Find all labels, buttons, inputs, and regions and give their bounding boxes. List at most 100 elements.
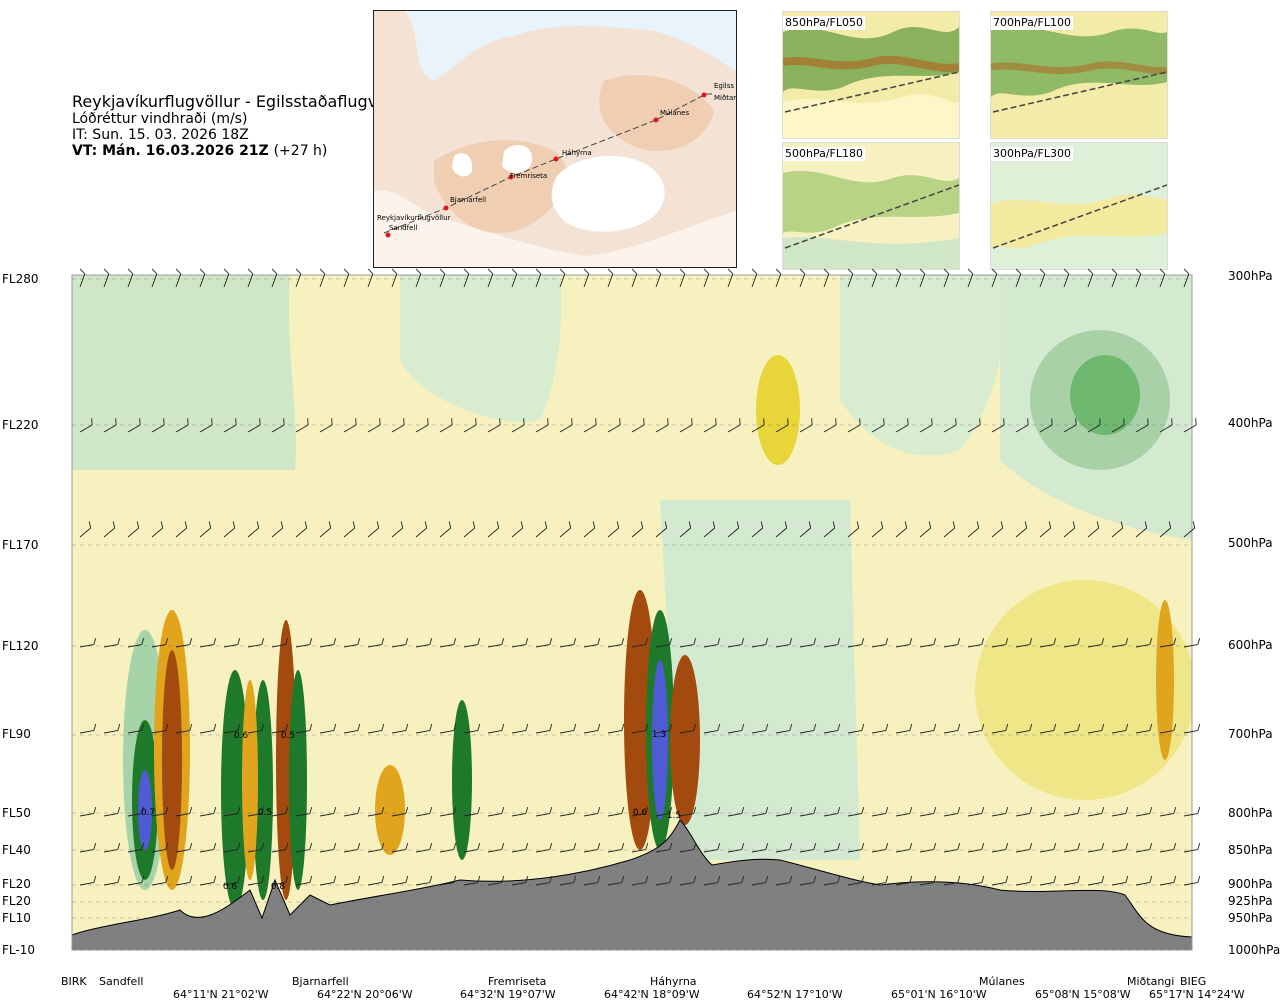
wind-barb: [223, 876, 241, 886]
wind-barb-flag: [163, 418, 165, 426]
mini-route: [784, 184, 959, 249]
wind-barb-flag: [621, 724, 625, 731]
wind-barb: [895, 724, 913, 734]
wind-barb: [1087, 807, 1105, 817]
wind-barb-staff: [511, 527, 524, 538]
wind-barb-flag: [427, 418, 429, 426]
wind-barb: [943, 843, 961, 853]
wind-barb-staff: [847, 730, 862, 734]
wind-barb-staff: [103, 730, 118, 734]
wind-barb-flag: [357, 843, 361, 850]
wind-barb-flag: [88, 521, 92, 529]
wind-barb-flag: [405, 843, 409, 850]
wind-barb-flag: [1171, 418, 1173, 426]
wind-barb-flag: [381, 638, 385, 645]
wind-barb: [199, 724, 217, 734]
mini-field: [991, 61, 1167, 75]
wind-barb: [703, 521, 716, 538]
wind-barb-flag: [237, 638, 241, 645]
wind-barb: [1063, 807, 1081, 817]
map-label-bjarnarfell: Bjarnarfell: [450, 196, 486, 204]
wind-barb-staff: [1039, 813, 1054, 817]
wind-barb-staff: [271, 849, 286, 853]
wind-barb-staff: [1159, 730, 1174, 734]
wind-barb-staff: [343, 849, 358, 853]
wind-barb: [703, 268, 710, 288]
wind-barb-staff: [679, 527, 692, 538]
wind-barb-flag: [823, 268, 830, 275]
value-label: 0.5: [281, 731, 295, 741]
wind-barb: [535, 418, 549, 433]
wind-barb-flag: [295, 268, 302, 275]
wind-barb-staff: [967, 424, 981, 433]
wind-barb-flag: [1053, 843, 1057, 850]
wind-barb-staff: [343, 644, 358, 648]
wind-barb-flag: [573, 843, 577, 850]
wind-barb: [1087, 638, 1105, 648]
wind-barb-staff: [1039, 849, 1054, 853]
wind-barb-flag: [981, 843, 985, 850]
wind-barb: [1135, 638, 1153, 648]
wind-barb-flag: [103, 268, 110, 275]
wind-barb: [655, 521, 668, 538]
chart-title: Reykjavíkurflugvöllur - Egilsstaðaflugvö…: [72, 92, 413, 111]
wind-barb: [391, 807, 409, 817]
wind-barb-staff: [151, 730, 166, 734]
wind-barb-staff: [535, 730, 550, 734]
wind-barb-staff: [1039, 882, 1054, 886]
wind-barb: [79, 521, 92, 538]
wind-barb: [823, 807, 841, 817]
wind-barb-flag: [525, 876, 529, 883]
wind-barb-staff: [943, 273, 950, 288]
wind-barb-staff: [415, 273, 422, 288]
wind-barb: [895, 876, 913, 886]
wind-barb-flag: [165, 876, 169, 883]
hpa-label: 400hPa: [1228, 416, 1273, 430]
wind-barb-staff: [247, 849, 262, 853]
wind-barb-staff: [175, 424, 189, 433]
wind-barb-flag: [885, 876, 889, 883]
wind-barb-flag: [187, 418, 189, 426]
wind-barb-staff: [679, 644, 694, 648]
wind-barb-flag: [813, 638, 817, 645]
wind-barb-staff: [247, 644, 262, 648]
wind-barb-staff: [703, 730, 718, 734]
wind-barb-flag: [1125, 843, 1129, 850]
wind-barb-staff: [1015, 644, 1030, 648]
wind-barb: [559, 843, 577, 853]
wind-barb: [151, 807, 169, 817]
wind-barb: [487, 807, 505, 817]
wind-barb-flag: [952, 521, 956, 529]
location-label: Miðtangi: [1127, 975, 1175, 988]
wind-barb: [727, 876, 745, 886]
wind-barb: [439, 638, 457, 648]
wind-barb-staff: [511, 849, 526, 853]
wind-barb-flag: [597, 638, 601, 645]
wind-barb-flag: [957, 724, 961, 731]
wind-barb-staff: [1015, 273, 1022, 288]
wind-barb: [79, 807, 97, 817]
wind-barb-flag: [439, 268, 446, 275]
wind-barb-flag: [835, 418, 837, 426]
wind-barb: [343, 638, 361, 648]
wind-barb-flag: [117, 638, 121, 645]
wind-barb-flag: [213, 807, 217, 814]
wind-barb-flag: [1077, 724, 1081, 731]
wind-barb-flag: [429, 843, 433, 850]
wind-barb: [151, 521, 164, 538]
wind-barb: [199, 843, 217, 853]
wind-barb-staff: [1063, 273, 1070, 288]
wind-barb: [199, 418, 213, 433]
wind-barb-flag: [333, 876, 337, 883]
wind-barb: [559, 521, 572, 538]
wind-barb-staff: [295, 424, 309, 433]
wind-barb-flag: [765, 807, 769, 814]
wind-barb-staff: [487, 882, 502, 886]
wind-barb-staff: [415, 813, 430, 817]
wind-barb: [559, 638, 577, 648]
wind-barb: [895, 268, 902, 288]
wind-barb: [991, 418, 1005, 433]
wind-barb-staff: [607, 424, 621, 433]
fl-label: FL280: [2, 272, 39, 286]
wind-barb-flag: [1149, 876, 1153, 883]
